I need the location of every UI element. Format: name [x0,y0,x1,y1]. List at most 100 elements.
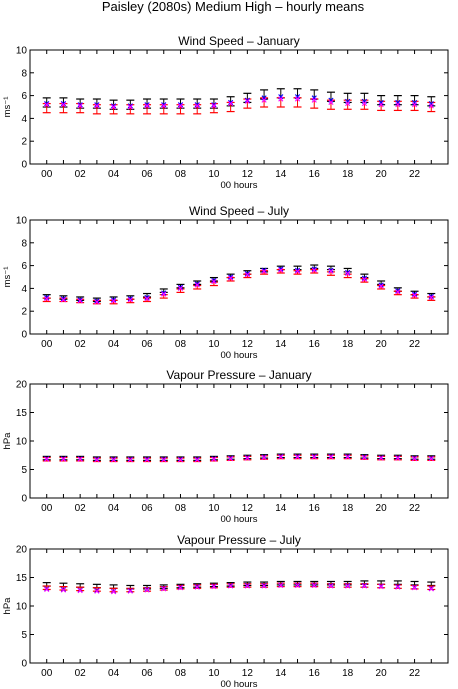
cross-stroke [328,583,334,589]
cross-stroke [311,97,317,103]
cross-stroke [44,456,50,462]
x-tick-label: 22 [409,503,421,514]
data-point-blue [177,102,184,108]
y-tick-label: 0 [21,659,27,670]
cross-stroke [177,457,184,463]
data-point-magenta [294,96,301,102]
data-point-magenta [411,292,418,298]
data-point-magenta [144,587,150,593]
data-point-blue [77,297,83,303]
data-point-blue [395,288,401,294]
data-point-blue [194,281,200,287]
cross-stroke [278,96,284,102]
data-point-magenta [194,584,200,590]
data-point-magenta [228,100,234,107]
cross-stroke [161,586,167,592]
cross-stroke [60,587,67,593]
x-tick-label: 10 [208,169,220,180]
x-tick-label: 14 [275,668,287,679]
data-point-magenta [278,454,284,460]
data-point-blue [278,266,284,272]
cross-stroke [127,297,133,303]
cross-stroke [77,298,83,304]
figure-title: Paisley (2080s) Medium High – hourly mea… [102,0,365,14]
data-point-magenta [361,276,367,282]
cross-stroke [361,583,367,589]
cross-stroke [127,104,133,110]
cross-stroke [94,588,100,594]
cross-stroke [177,285,184,291]
x-tick-label: 10 [208,668,220,679]
data-point-magenta [60,456,67,462]
data-point-magenta [395,102,401,108]
data-point-magenta [278,267,284,273]
data-point-blue [44,100,50,107]
series-black [42,264,436,303]
data-point-magenta [211,584,217,590]
cross-stroke [211,103,217,109]
cross-stroke [411,102,418,108]
data-point-magenta [345,100,351,107]
y-axis-label: ms⁻¹ [2,97,13,118]
data-point-magenta [428,456,434,462]
x-tick-label: 16 [309,339,321,350]
error-bar-red [326,271,335,276]
x-tick-label: 22 [409,339,421,350]
cross-stroke [211,456,217,462]
y-tick-label: 10 [16,602,28,613]
cross-stroke [294,582,301,589]
data-point-magenta [194,282,200,288]
data-point-magenta [278,582,284,589]
x-tick-label: 08 [175,169,187,180]
chart-title: Vapour Pressure – January [166,368,311,382]
data-point-blue [94,102,100,108]
y-axis-label: hPa [2,432,13,450]
cross-stroke [44,294,50,301]
cross-stroke [111,297,117,303]
cross-stroke [244,270,250,277]
cross-stroke [428,294,434,301]
cross-stroke [111,298,117,304]
cross-stroke [428,586,434,592]
data-point-blue [44,294,50,301]
x-tick-label: 06 [141,503,153,514]
chart-title: Wind Speed – July [189,204,289,218]
y-tick-label: 4 [21,284,27,295]
data-point-magenta [328,454,334,460]
data-point-magenta [161,103,167,109]
cross-stroke [194,282,200,288]
x-tick-label: 04 [108,503,120,514]
data-point-magenta [361,454,367,461]
error-bar-black [410,580,419,586]
y-tick-label: 20 [16,545,28,556]
cross-stroke [177,102,184,108]
cross-stroke [60,296,67,302]
x-tick-label: 08 [175,339,187,350]
cross-stroke [278,266,284,272]
cross-stroke [311,267,317,273]
cross-stroke [77,102,83,108]
data-point-magenta [428,103,434,109]
x-tick-label: 20 [376,668,388,679]
data-point-magenta [44,296,50,302]
cross-stroke [395,584,401,590]
data-point-magenta [60,297,67,303]
data-point-magenta [311,582,317,589]
x-tick-label: 16 [309,169,321,180]
x-tick-label: 22 [409,668,421,679]
cross-stroke [77,297,83,303]
cross-stroke [228,456,234,462]
x-tick-label: 02 [75,668,87,679]
cross-stroke [44,586,50,593]
data-point-magenta [177,585,184,591]
cross-stroke [60,102,67,108]
y-tick-label: 10 [16,437,28,448]
y-tick-label: 15 [16,573,28,584]
cross-stroke [411,292,418,298]
data-point-blue [60,100,67,107]
data-point-magenta [228,456,234,462]
cross-stroke [395,102,401,108]
cross-stroke [44,102,50,108]
cross-stroke [161,457,167,463]
